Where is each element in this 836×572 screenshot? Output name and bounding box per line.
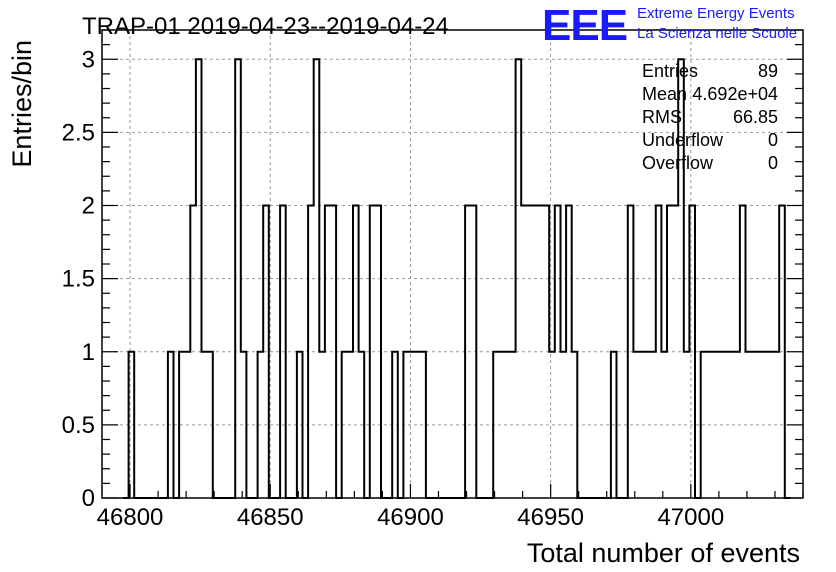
y-tick-label: 0.5 (62, 412, 95, 439)
x-tick-label: 46900 (377, 504, 444, 531)
x-tick-label: 46950 (517, 504, 584, 531)
x-tick-label: 46800 (97, 504, 164, 531)
logo-line-2: La Scienza nelle Scuole (637, 25, 797, 42)
eee-logo-mark: EEE (542, 1, 627, 50)
stats-box: Entries 89 Mean 4.692e+04 RMS 66.85 Underflow 0… (642, 61, 778, 173)
y-tick-label: 2.5 (62, 119, 95, 146)
stats-label: Mean (642, 84, 687, 104)
x-tick-labels: 46800 46850 46900 46950 47000 (97, 504, 725, 531)
x-tick-label: 47000 (657, 504, 724, 531)
stats-label: Entries (642, 61, 698, 81)
y-axis-label: Entries/bin (7, 40, 37, 168)
grid-lines (102, 30, 803, 498)
stats-label: Underflow (642, 130, 724, 150)
y-tick-label: 1 (82, 339, 95, 366)
axis-ticks (102, 29, 804, 499)
stats-value: 66.85 (733, 107, 778, 127)
y-tick-labels: 0 0.5 1 1.5 2 2.5 3 (62, 46, 95, 512)
eee-logo: EEE Extreme Energy Events La Scienza nel… (542, 1, 797, 50)
y-tick-label: 0 (82, 485, 95, 512)
logo-line-1: Extreme Energy Events (637, 5, 795, 22)
stats-label: Overflow (642, 153, 714, 173)
stats-label: RMS (642, 107, 682, 127)
stats-value: 0 (768, 130, 778, 150)
y-tick-label: 2 (82, 193, 95, 220)
y-tick-label: 1.5 (62, 266, 95, 293)
stats-value: 0 (768, 153, 778, 173)
x-axis-label: Total number of events (527, 538, 800, 568)
stats-value: 4.692e+04 (692, 84, 778, 104)
x-tick-label: 46850 (237, 504, 304, 531)
chart-title: TRAP-01 2019-04-23--2019-04-24 (82, 13, 449, 40)
stats-value: 89 (758, 61, 778, 81)
y-tick-label: 3 (82, 46, 95, 73)
